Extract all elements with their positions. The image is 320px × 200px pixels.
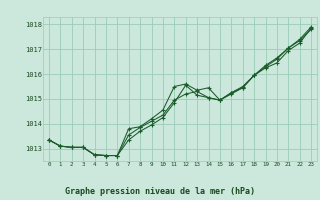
Text: Graphe pression niveau de la mer (hPa): Graphe pression niveau de la mer (hPa)	[65, 187, 255, 196]
